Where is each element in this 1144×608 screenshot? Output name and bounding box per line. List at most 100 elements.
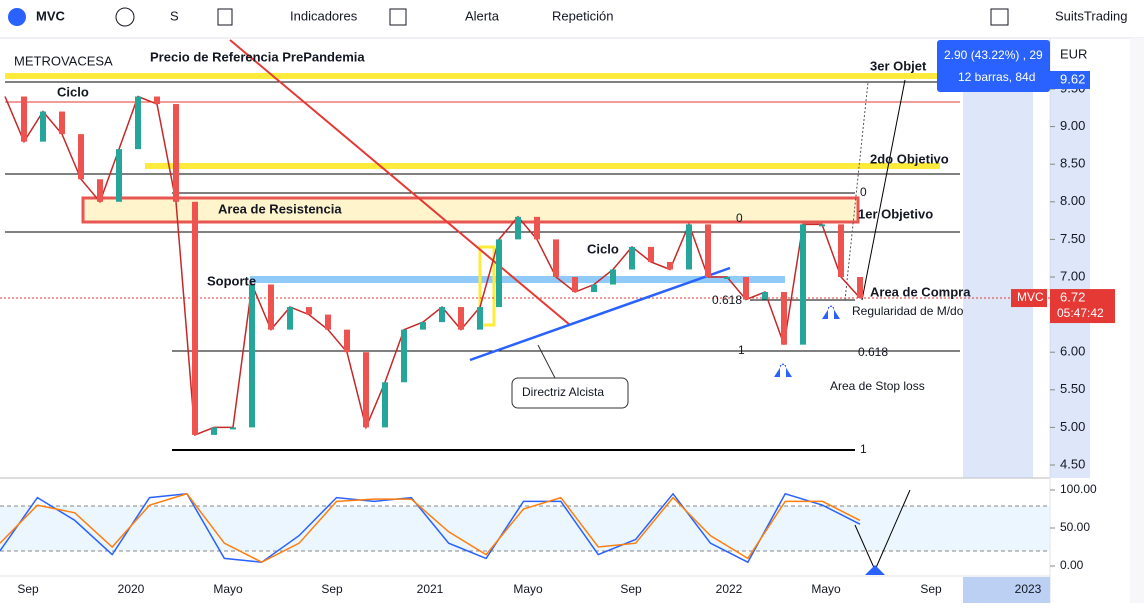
currency[interactable]: EUR bbox=[1060, 46, 1087, 61]
price-tick-label: 6.00 bbox=[1060, 344, 1085, 359]
candle bbox=[439, 307, 445, 323]
candle bbox=[496, 239, 502, 308]
candle bbox=[762, 292, 768, 300]
annotation: 0 bbox=[860, 185, 867, 199]
interval[interactable]: S bbox=[170, 8, 179, 23]
candle bbox=[97, 179, 103, 202]
candle bbox=[344, 329, 350, 353]
measure-zone bbox=[963, 78, 1033, 478]
marker bbox=[865, 565, 885, 575]
osc-tick-label: 100.00 bbox=[1060, 482, 1097, 496]
arrow bbox=[874, 489, 911, 571]
candle bbox=[135, 96, 141, 150]
measure-box bbox=[937, 40, 1050, 92]
candle bbox=[249, 284, 255, 428]
annotation: 1 bbox=[738, 343, 745, 357]
candle bbox=[477, 307, 483, 330]
candle bbox=[268, 284, 274, 330]
box bbox=[478, 245, 496, 327]
add-button[interactable] bbox=[115, 7, 135, 27]
candle bbox=[819, 224, 825, 227]
annotation: Soporte bbox=[207, 273, 256, 288]
logo[interactable] bbox=[8, 8, 26, 26]
candle bbox=[667, 261, 673, 270]
time-label: 2020 bbox=[118, 582, 145, 596]
candle bbox=[287, 307, 293, 330]
annotation: Directriz Alcista bbox=[522, 385, 604, 399]
osc-line bbox=[0, 492, 861, 564]
time-label: 2021 bbox=[417, 582, 444, 596]
symbol[interactable]: MVC bbox=[36, 8, 66, 23]
countdown: 05:47:42 bbox=[1057, 306, 1104, 320]
trendline bbox=[469, 266, 731, 362]
osc-tick-label: 50.00 bbox=[1060, 520, 1090, 534]
candle bbox=[211, 427, 217, 435]
trendline bbox=[229, 39, 571, 326]
annotation: Ciclo bbox=[587, 241, 619, 256]
candle bbox=[59, 111, 65, 135]
price-tick-label: 7.50 bbox=[1060, 231, 1085, 246]
yellow-band bbox=[145, 163, 940, 169]
time-label: Mayo bbox=[513, 582, 543, 596]
price-tick-label: 7.00 bbox=[1060, 268, 1085, 283]
price-tick-label: 8.50 bbox=[1060, 156, 1085, 171]
candle bbox=[572, 277, 578, 293]
time-label: Sep bbox=[321, 582, 343, 596]
candle bbox=[648, 246, 654, 262]
candle bbox=[382, 382, 388, 428]
callout-pointer bbox=[537, 344, 556, 379]
layout-icon[interactable] bbox=[389, 8, 407, 26]
brand[interactable]: SuitsTrading bbox=[1055, 8, 1128, 23]
price-tick-label: 5.50 bbox=[1060, 381, 1085, 396]
target-tag bbox=[1050, 70, 1090, 89]
candle bbox=[515, 216, 521, 240]
arrow bbox=[861, 79, 906, 301]
annotation: 1er Objetivo bbox=[858, 206, 933, 221]
annotation: Regularidad de M/do bbox=[852, 304, 964, 318]
annotation: 2do Objetivo bbox=[870, 151, 949, 166]
axis-highlight bbox=[1050, 78, 1090, 478]
candle bbox=[40, 111, 46, 142]
annotation: 0 bbox=[736, 211, 743, 225]
candle bbox=[686, 224, 692, 270]
annotation: 0.618 bbox=[712, 293, 742, 307]
osc-band bbox=[0, 506, 1050, 551]
indicators[interactable]: Indicadores bbox=[290, 8, 358, 23]
candle bbox=[857, 277, 863, 299]
candle bbox=[363, 352, 369, 428]
support-band bbox=[250, 276, 785, 283]
candle bbox=[78, 134, 84, 180]
candle bbox=[306, 307, 312, 315]
osc-tick-label: 0.00 bbox=[1060, 558, 1084, 572]
price-line bbox=[4, 95, 861, 436]
candle bbox=[154, 96, 160, 105]
time-highlight bbox=[963, 577, 1050, 603]
callout bbox=[511, 377, 629, 409]
yellow-band bbox=[5, 73, 965, 79]
time-label: Sep bbox=[620, 582, 642, 596]
candle bbox=[610, 269, 616, 285]
time-label: 2022 bbox=[716, 582, 743, 596]
arrow bbox=[854, 524, 876, 571]
right-toolbar bbox=[1130, 38, 1144, 603]
annotation: Area de Resistencia bbox=[218, 201, 342, 216]
candle-icon[interactable] bbox=[217, 8, 233, 26]
tag bbox=[1011, 289, 1047, 308]
price-tick-label: 8.00 bbox=[1060, 193, 1085, 208]
candle bbox=[800, 224, 806, 345]
replay[interactable]: Repetición bbox=[552, 8, 613, 23]
candle bbox=[838, 224, 844, 277]
arrow-up bbox=[822, 305, 840, 319]
candle bbox=[173, 104, 179, 202]
annotation: 3er Objet bbox=[870, 58, 927, 73]
candle bbox=[705, 224, 711, 277]
annotation: Area de Stop loss bbox=[830, 379, 925, 393]
fullscreen[interactable] bbox=[990, 8, 1009, 26]
candle bbox=[553, 239, 559, 277]
symbol-tag: MVC bbox=[1017, 290, 1044, 304]
time-label: Sep bbox=[920, 582, 942, 596]
measure-text: 2.90 (43.22%) , 29 bbox=[944, 48, 1043, 62]
alert[interactable]: Alerta bbox=[465, 8, 500, 23]
annotation: 1 bbox=[860, 442, 867, 456]
